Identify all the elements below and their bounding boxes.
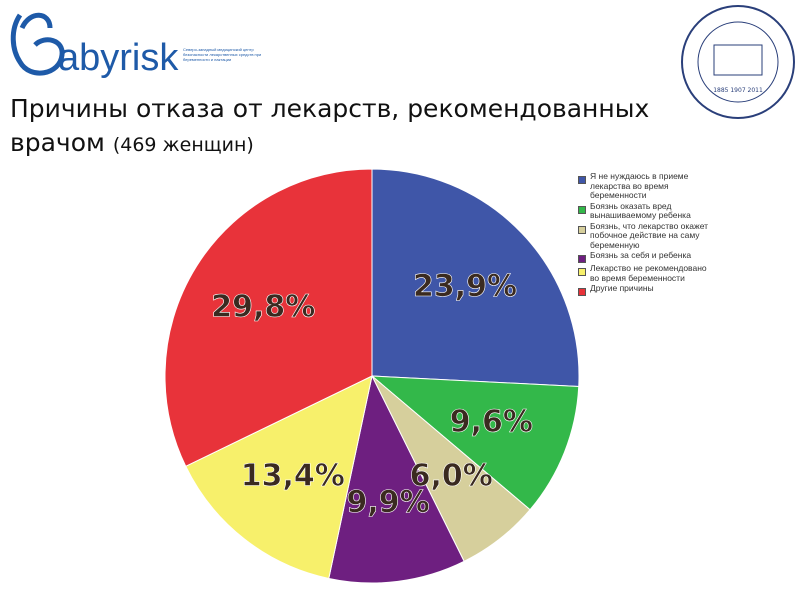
pie-slice (328, 374, 465, 584)
data-label: 29,8% (211, 289, 315, 324)
legend-label: Я не нуждаюсь в приеме лекарства во врем… (590, 171, 689, 200)
data-label: 23,9% (413, 269, 517, 304)
legend-item: Боязнь за себя и ребенка (578, 250, 718, 263)
legend-swatch (578, 205, 586, 214)
title-main: Причины отказа от лекарств, рекомендован… (10, 94, 650, 157)
legend-swatch (578, 255, 586, 263)
legend-label: Боязнь, что лекарство окажет побочное де… (590, 220, 709, 250)
legend-item: Лекарство не рекомендовано во время бере… (578, 263, 718, 283)
legend-label: Боязнь за себя и ребенка (590, 250, 692, 260)
data-label: 6,0% (410, 458, 493, 493)
subtitle: (469 женщин) (112, 134, 254, 156)
pie-slice (164, 168, 373, 467)
pie-slice (185, 375, 373, 580)
seal-inner (697, 21, 779, 103)
seal-building (713, 44, 763, 76)
seal-years: 1885 1907 2011 (713, 87, 763, 94)
logo-text: abyrisk (58, 37, 179, 79)
seal: 1885 1907 2011 (681, 5, 795, 119)
legend-swatch (578, 268, 586, 276)
legend-swatch (578, 288, 586, 296)
seal-ring (681, 5, 795, 119)
legend-label: Другие причины (590, 283, 654, 293)
legend-swatch (578, 176, 586, 184)
logo-icon (10, 12, 65, 76)
legend-label: Лекарство не рекомендовано во время бере… (590, 263, 707, 283)
title: Причины отказа от лекарств, рекомендован… (10, 92, 730, 162)
pie-slice (370, 375, 580, 511)
pie-slice (371, 168, 580, 388)
data-label: 9,6% (450, 405, 533, 440)
data-label: 13,4% (241, 458, 345, 493)
legend: Я не нуждаюсь в приеме лекарства во врем… (578, 171, 718, 297)
legend-item: Боязнь, что лекарство окажет побочное де… (578, 220, 718, 251)
legend-item: Я не нуждаюсь в приеме лекарства во врем… (578, 171, 718, 201)
legend-item: Другие причины (578, 283, 718, 296)
legend-label: Боязнь оказать вред вынашиваемому ребенк… (590, 200, 691, 220)
legend-item: Боязнь оказать вред вынашиваемому ребенк… (578, 200, 718, 221)
data-label: 9,9% (346, 485, 429, 520)
legend-swatch (578, 225, 586, 234)
logo-subtitle: Северо-западный медицинский центр безопа… (183, 47, 262, 62)
logo: abyrisk (10, 12, 179, 79)
